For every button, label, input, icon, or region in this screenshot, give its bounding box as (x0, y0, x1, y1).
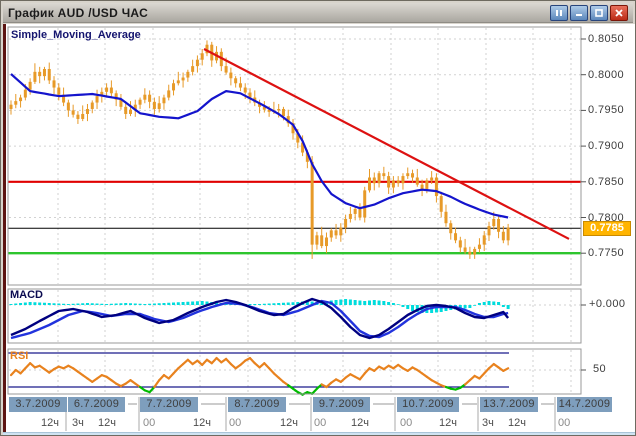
indicator-label-rsi: RSI (10, 350, 29, 362)
title-bar[interactable]: График AUD /USD ЧАС (3, 3, 633, 23)
time-axis-label: 3ч (72, 417, 84, 429)
date-axis-label: 7.7.2009 (140, 397, 198, 412)
price-axis-label: 0.7950 (588, 104, 625, 117)
pause-button[interactable] (550, 4, 568, 21)
maximize-button[interactable] (590, 4, 608, 21)
indicator-label-sma: Simple_Moving_Average (11, 29, 141, 41)
window-title: График AUD /USD ЧАС (8, 5, 149, 20)
time-axis-label: 12ч (98, 417, 116, 429)
maximize-icon (595, 8, 603, 17)
minimize-icon (576, 13, 582, 16)
time-axis-label: 12ч (41, 417, 59, 429)
price-axis-label: 0.8050 (588, 33, 625, 45)
date-axis-label: 14.7.2009 (557, 397, 612, 412)
time-axis-label: 3ч (482, 417, 494, 429)
price-axis-label: 0.7750 (588, 247, 625, 260)
bottom-frame-strip (3, 432, 635, 435)
time-axis-label: 12ч (280, 417, 298, 429)
window-controls (550, 4, 628, 21)
time-axis-label: 00 (143, 417, 156, 429)
time-axis-label: 12ч (351, 417, 369, 429)
date-axis-label: 10.7.2009 (397, 397, 459, 412)
time-axis-label: 12ч (193, 417, 211, 429)
price-axis-label: 0.7800 (588, 211, 625, 224)
time-axis-label: 00 (229, 417, 242, 429)
indicator-label-macd: MACD (10, 289, 43, 301)
date-axis-label: 6.7.2009 (68, 397, 125, 412)
date-axis-label: 8.7.2009 (228, 397, 286, 412)
price-axis-label: 0.7850 (588, 175, 625, 188)
macd-axis-label: +0.000 (589, 298, 626, 310)
pause-icon (556, 9, 562, 16)
current-price-badge: 0.7785 (583, 221, 631, 236)
close-button[interactable] (610, 4, 628, 21)
time-axis-label: 00 (400, 417, 413, 429)
price-axis-label: 0.8000 (588, 68, 625, 81)
date-axis-label: 13.7.2009 (480, 397, 538, 412)
left-frame-strip (3, 24, 6, 434)
time-axis-label: 12ч (439, 417, 457, 429)
close-icon (615, 8, 623, 17)
rsi-axis-label: 50 (593, 363, 607, 375)
date-axis-label: 9.7.2009 (313, 397, 370, 412)
time-axis-label: 00 (558, 417, 571, 429)
minimize-button[interactable] (570, 4, 588, 21)
date-axis-label: 3.7.2009 (9, 397, 67, 412)
time-axis-label: 12ч (508, 417, 526, 429)
chart-area[interactable] (3, 24, 635, 434)
time-axis-label: 00 (314, 417, 327, 429)
price-axis-label: 0.7900 (588, 140, 625, 153)
